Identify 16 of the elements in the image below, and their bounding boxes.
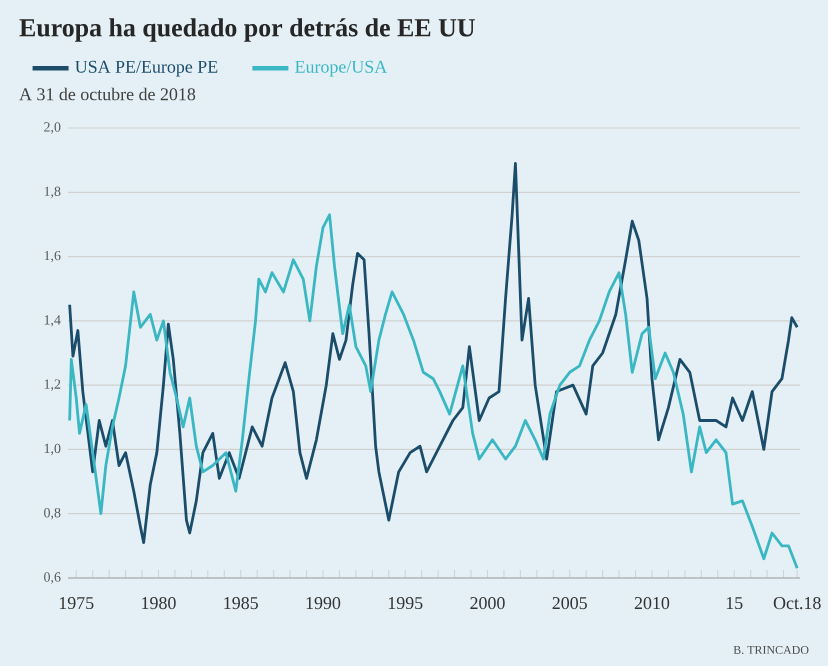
x-tick-label: 1975 — [59, 597, 94, 610]
legend-label: USA PE/Europe PE — [75, 60, 218, 77]
x-tick-label: 2010 — [634, 597, 670, 610]
x-tick-label: 2000 — [470, 597, 505, 610]
line-series — [68, 161, 799, 545]
x-tick-label: 1990 — [306, 597, 341, 610]
legend-label: Europe/USA — [295, 60, 388, 77]
line-series — [68, 213, 799, 570]
chart-subtitle: A 31 de octubre de 2018 — [19, 87, 196, 101]
x-tick-label: 15 — [726, 597, 743, 610]
x-tick-label: Oct.18 — [773, 597, 821, 610]
x-tick-label: 1985 — [224, 597, 258, 610]
x-tick-label: 2005 — [552, 597, 587, 610]
x-tick-label: 1995 — [388, 597, 423, 610]
x-tick-label: 1980 — [142, 597, 176, 610]
chart-title: Europa ha quedado por detrás de EE UU — [19, 18, 475, 42]
